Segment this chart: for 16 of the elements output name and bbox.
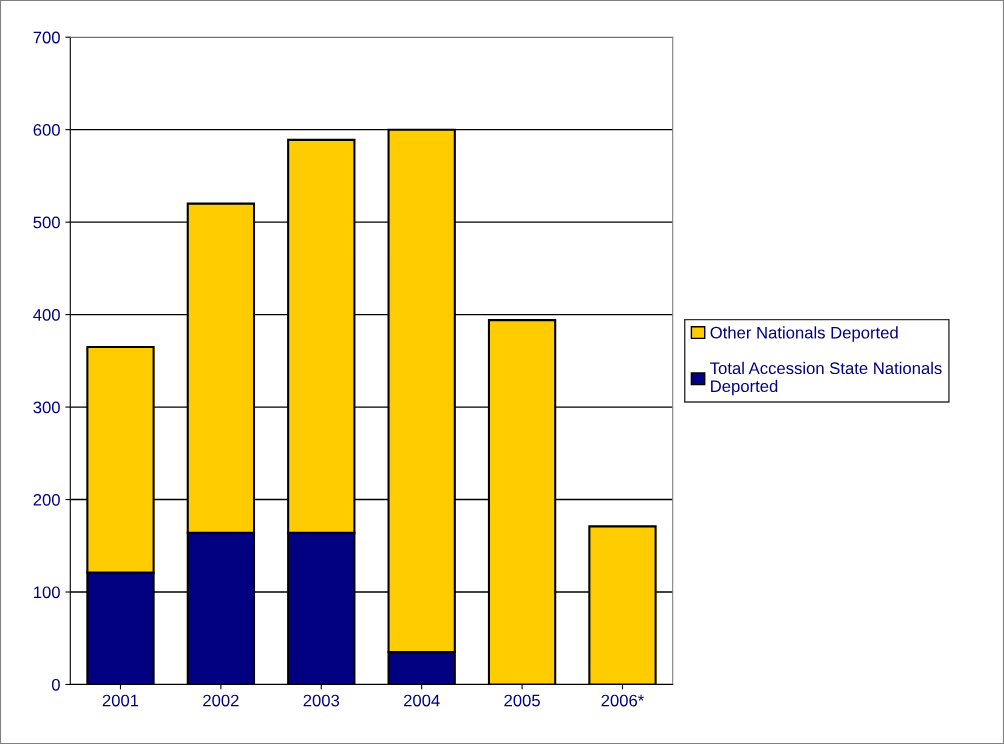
y-tick-label: 700 — [33, 31, 60, 44]
y-tick-label: 600 — [33, 124, 60, 136]
x-tick-label: 2005 — [504, 694, 540, 707]
x-tick-label: 2004 — [403, 694, 440, 707]
y-tick-label: 500 — [33, 216, 60, 229]
x-tick-label: 2006* — [601, 694, 644, 707]
x-tick-label: 2002 — [203, 694, 239, 707]
x-tick-label: 2001 — [102, 694, 139, 707]
legend-label: Other Nationals Deported — [710, 326, 898, 342]
y-tick-label: 200 — [33, 493, 60, 506]
legend-label: Total Accession State Nationals Deported — [710, 361, 942, 396]
y-tick-label: 300 — [33, 401, 60, 414]
y-tick-label: 400 — [33, 309, 60, 321]
y-tick-label: 0 — [51, 678, 60, 691]
y-tick-label: 100 — [34, 586, 60, 599]
x-tick-label: 2003 — [303, 694, 340, 707]
